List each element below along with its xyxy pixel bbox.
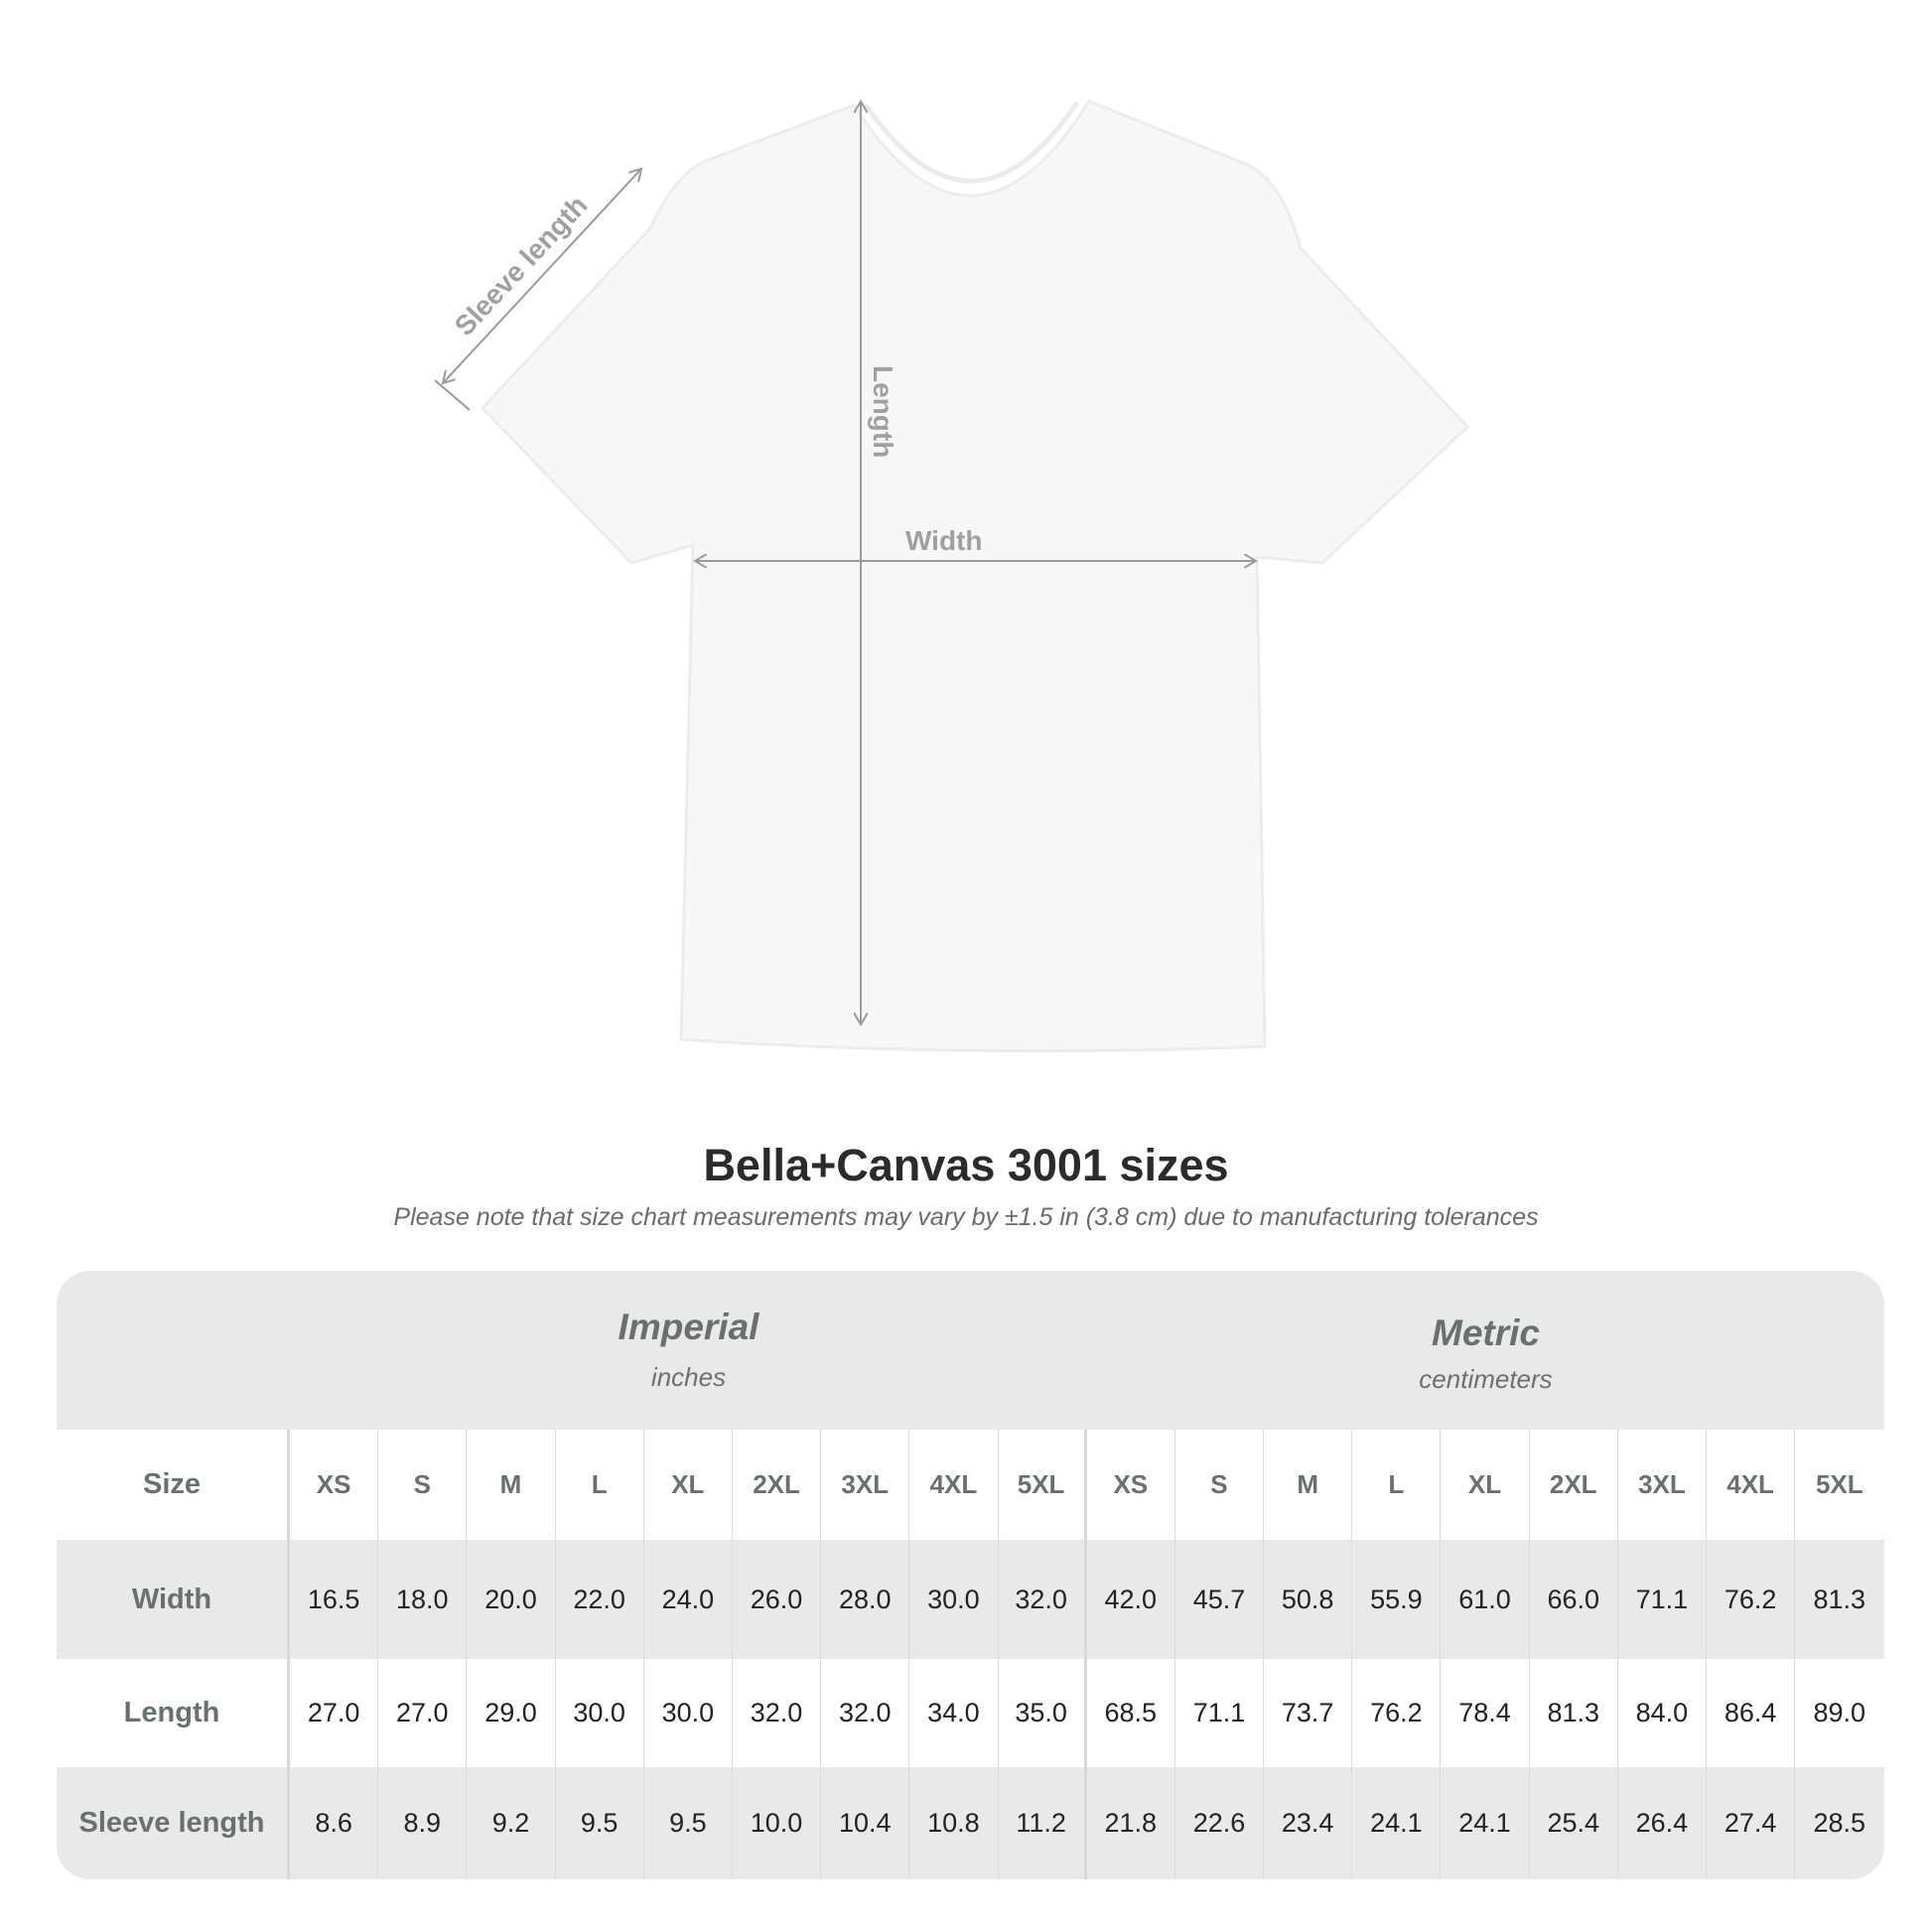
- row-label: Width: [57, 1540, 290, 1659]
- metric-value: 76.2: [1352, 1659, 1442, 1767]
- metric-size-xl: XL: [1441, 1430, 1530, 1540]
- table-row-width: Width 16.5 18.0 20.0 22.0 24.0 26.0 28.0 30.0 32.…: [57, 1540, 1884, 1659]
- size-chart-table: Imperial inches Metric centimeters Size X…: [57, 1271, 1884, 1879]
- metric-value: 76.2: [1707, 1540, 1796, 1659]
- table-row-sleeve-length: Sleeve length 8.6 8.9 9.2 9.5 9.5 10.0 10.4 10.8…: [57, 1767, 1884, 1879]
- size-row: Size XS S M L XL 2XL 3XL 4XL 5XL XS S M L XL 2XL 3XL 4XL 5…: [57, 1430, 1884, 1540]
- metric-value: 66.0: [1530, 1540, 1618, 1659]
- tshirt-diagram: Sleeve length Length Width: [434, 0, 1470, 1053]
- metric-value: 84.0: [1618, 1659, 1707, 1767]
- metric-value: 24.1: [1352, 1767, 1442, 1879]
- imperial-size-l: L: [556, 1430, 644, 1540]
- metric-value: 86.4: [1707, 1659, 1796, 1767]
- imperial-size-3xl: 3XL: [821, 1430, 910, 1540]
- tshirt-shape: [480, 99, 1470, 1053]
- imperial-value: 32.0: [999, 1540, 1087, 1659]
- imperial-value: 30.0: [909, 1540, 999, 1659]
- imperial-value: 18.0: [378, 1540, 468, 1659]
- imperial-value: 9.5: [556, 1767, 644, 1879]
- metric-value: 42.0: [1087, 1540, 1175, 1659]
- imperial-size-2xl: 2XL: [733, 1430, 822, 1540]
- metric-value: 23.4: [1264, 1767, 1353, 1879]
- metric-value: 81.3: [1530, 1659, 1618, 1767]
- metric-label: Metric: [1432, 1312, 1540, 1353]
- imperial-value: 20.0: [467, 1540, 556, 1659]
- metric-value: 68.5: [1087, 1659, 1175, 1767]
- imperial-value: 11.2: [999, 1767, 1087, 1879]
- metric-size-m: M: [1264, 1430, 1353, 1540]
- metric-size-l: L: [1352, 1430, 1442, 1540]
- sleeve-arrow: [443, 169, 641, 383]
- imperial-value: 26.0: [733, 1540, 822, 1659]
- page-subtitle: Please note that size chart measurements…: [393, 1203, 1539, 1231]
- row-label: Length: [57, 1659, 290, 1767]
- metric-value: 55.9: [1352, 1540, 1442, 1659]
- imperial-value: 30.0: [644, 1659, 733, 1767]
- imperial-value: 32.0: [733, 1659, 822, 1767]
- metric-size-s: S: [1175, 1430, 1265, 1540]
- imperial-unit: inches: [650, 1362, 727, 1392]
- imperial-value: 35.0: [999, 1659, 1087, 1767]
- imperial-value: 22.0: [556, 1540, 644, 1659]
- metric-value: 89.0: [1813, 1698, 1866, 1727]
- metric-value: 50.8: [1264, 1540, 1353, 1659]
- imperial-value: 9.5: [644, 1767, 733, 1879]
- metric-value: 61.0: [1441, 1540, 1530, 1659]
- imperial-value: 34.0: [909, 1659, 999, 1767]
- imperial-value: 24.0: [644, 1540, 733, 1659]
- imperial-size-xs: XS: [290, 1430, 379, 1540]
- imperial-value: 27.0: [378, 1659, 468, 1767]
- imperial-value: 16.5: [290, 1540, 379, 1659]
- metric-value: 81.3: [1813, 1584, 1866, 1614]
- imperial-value: 10.8: [909, 1767, 999, 1879]
- metric-value: 24.1: [1441, 1767, 1530, 1879]
- imperial-value: 30.0: [556, 1659, 644, 1767]
- imperial-label: Imperial: [618, 1307, 759, 1347]
- width-label: Width: [905, 525, 983, 556]
- imperial-value: 29.0: [467, 1659, 556, 1767]
- imperial-value: 8.6: [290, 1767, 379, 1879]
- metric-size-5xl: 5XL: [1815, 1469, 1863, 1499]
- imperial-value: 9.2: [467, 1767, 556, 1879]
- metric-value: 25.4: [1530, 1767, 1618, 1879]
- imperial-value: 10.0: [733, 1767, 822, 1879]
- page-title: Bella+Canvas 3001 sizes: [703, 1140, 1229, 1190]
- imperial-value: 28.0: [821, 1540, 910, 1659]
- size-header: Size: [57, 1430, 290, 1540]
- imperial-size-s: S: [378, 1430, 468, 1540]
- metric-value: 45.7: [1175, 1540, 1265, 1659]
- imperial-size-xl: XL: [644, 1430, 733, 1540]
- table-row-length: Length 27.0 27.0 29.0 30.0 30.0 32.0 32.0 34.0 35…: [57, 1659, 1884, 1767]
- metric-size-xs: XS: [1087, 1430, 1175, 1540]
- metric-value: 26.4: [1618, 1767, 1707, 1879]
- metric-unit: centimeters: [1419, 1364, 1553, 1394]
- metric-value: 27.4: [1707, 1767, 1796, 1879]
- metric-value: 21.8: [1087, 1767, 1175, 1879]
- metric-size-3xl: 3XL: [1618, 1430, 1707, 1540]
- metric-value: 71.1: [1175, 1659, 1265, 1767]
- metric-value: 73.7: [1264, 1659, 1353, 1767]
- metric-value: 22.6: [1175, 1767, 1265, 1879]
- imperial-size-4xl: 4XL: [909, 1430, 999, 1540]
- row-label: Sleeve length: [57, 1767, 290, 1879]
- imperial-value: 8.9: [378, 1767, 468, 1879]
- imperial-header: Imperial inches: [290, 1271, 1087, 1430]
- metric-header: Metric centimeters: [1087, 1271, 1884, 1430]
- metric-size-4xl: 4XL: [1707, 1430, 1796, 1540]
- length-label: Length: [868, 365, 898, 458]
- metric-value: 78.4: [1441, 1659, 1530, 1767]
- imperial-size-m: M: [467, 1430, 556, 1540]
- metric-value: 28.5: [1813, 1808, 1866, 1838]
- metric-value: 71.1: [1618, 1540, 1707, 1659]
- imperial-value: 27.0: [290, 1659, 379, 1767]
- imperial-size-5xl: 5XL: [999, 1430, 1087, 1540]
- imperial-value: 10.4: [821, 1767, 910, 1879]
- imperial-value: 32.0: [821, 1659, 910, 1767]
- metric-size-2xl: 2XL: [1530, 1430, 1618, 1540]
